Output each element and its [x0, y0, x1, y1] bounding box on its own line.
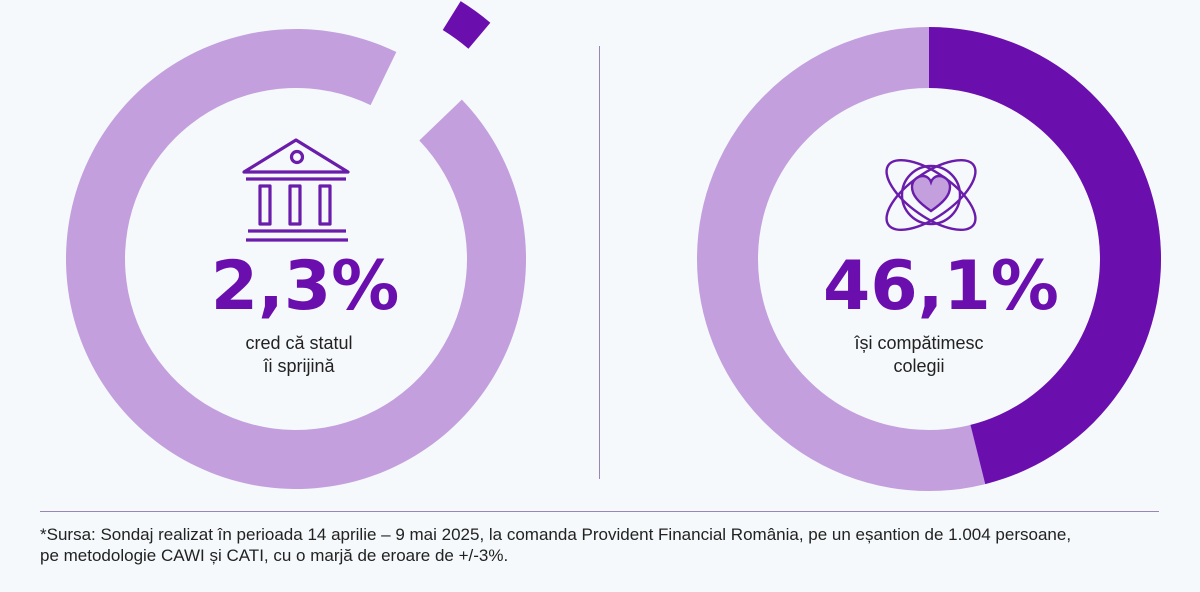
- footnote-divider: [40, 511, 1159, 512]
- footnote-line-2: pe metodologie CAWI și CATI, cu o marjă …: [40, 546, 509, 565]
- bank-building-icon: [242, 138, 350, 242]
- caption-line-1: își compătimesc: [853, 333, 983, 353]
- donut-value-slice: [442, 1, 491, 49]
- footnote-line-1: *Sursa: Sondaj realizat în perioada 14 a…: [40, 525, 1072, 544]
- caption-line-1: cred că statul: [245, 333, 352, 353]
- vertical-divider: [599, 46, 600, 479]
- caption-line-2: îi sprijină: [262, 356, 335, 376]
- percent-label: 46,1%: [823, 247, 1059, 326]
- heart-orbit-icon: [885, 158, 977, 232]
- donut-chart-state-support: 2,3% cred că statul îi sprijină: [66, 1, 527, 490]
- footnote: *Sursa: Sondaj realizat în perioada 14 a…: [40, 524, 1170, 566]
- percent-label: 2,3%: [211, 247, 400, 326]
- donut-value-slice: [929, 27, 1161, 485]
- donut-chart-colleague-empathy: 46,1% își compătimesc colegii: [697, 27, 1161, 491]
- caption-line-2: colegii: [893, 356, 944, 376]
